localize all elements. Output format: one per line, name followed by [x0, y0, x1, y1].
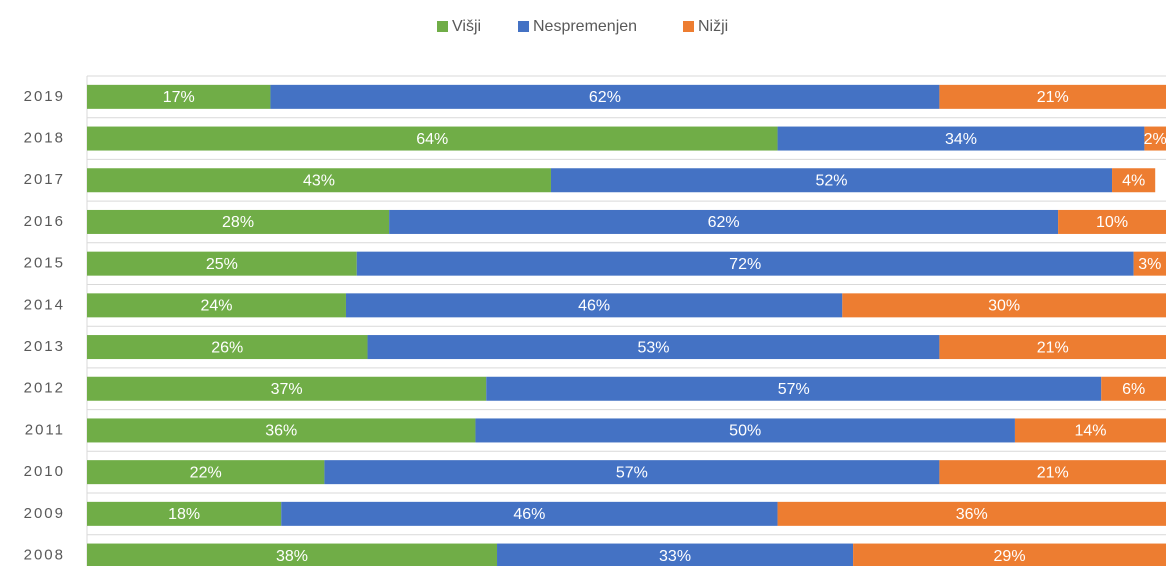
data-label: 3%: [1138, 256, 1161, 273]
bar-segment: [87, 335, 368, 360]
data-label: 34%: [945, 131, 977, 148]
bar-segment: [1101, 376, 1166, 401]
y-tick-label: 2016: [24, 213, 65, 230]
bar-segment: [1014, 418, 1166, 443]
bar-segment: [777, 501, 1166, 526]
data-label: 64%: [416, 131, 448, 148]
bar-segment: [87, 168, 551, 193]
data-label: 72%: [729, 256, 761, 273]
data-label: 33%: [659, 548, 691, 565]
legend-label: Nižji: [698, 18, 728, 35]
data-label: 30%: [988, 298, 1020, 315]
bar-segment: [87, 251, 357, 276]
bar-segment: [939, 335, 1166, 360]
data-label: 21%: [1037, 339, 1069, 356]
data-label: 53%: [637, 339, 669, 356]
bar-segment: [1133, 251, 1166, 276]
data-label: 36%: [265, 423, 297, 440]
data-label: 6%: [1122, 381, 1145, 398]
data-label: 29%: [994, 548, 1026, 565]
data-label: 22%: [190, 464, 222, 481]
bar-segment: [475, 418, 1015, 443]
bar-segment: [842, 293, 1166, 318]
bar-segment: [550, 168, 1113, 193]
legend-label: Nespremenjen: [533, 18, 637, 35]
bar-segment: [853, 543, 1166, 566]
bar-segment: [281, 501, 778, 526]
bar-segment: [324, 460, 940, 485]
bar-segment: [87, 376, 487, 401]
data-label: 26%: [211, 339, 243, 356]
legend-label: Višji: [452, 18, 481, 35]
bar-segment: [87, 84, 271, 109]
data-label: 43%: [303, 172, 335, 189]
y-tick-label: 2012: [24, 380, 65, 397]
bar-segment: [87, 293, 346, 318]
bar-segment: [777, 126, 1145, 151]
y-tick-label: 2008: [24, 547, 65, 564]
data-label: 24%: [200, 298, 232, 315]
y-tick-label: 2010: [24, 463, 65, 480]
bar-segment: [1144, 126, 1166, 151]
y-tick-label: 2014: [24, 296, 65, 313]
bar-segment: [87, 543, 498, 566]
bar-segment: [87, 209, 390, 234]
data-label: 18%: [168, 506, 200, 523]
legend-swatch: [437, 21, 448, 32]
data-label: 46%: [578, 298, 610, 315]
bar-segment: [356, 251, 1134, 276]
bar-segment: [939, 460, 1166, 485]
bar-segment: [1112, 168, 1156, 193]
y-tick-label: 2017: [24, 171, 65, 188]
data-label: 21%: [1037, 89, 1069, 106]
y-tick-label: 2019: [24, 88, 65, 105]
data-label: 38%: [276, 548, 308, 565]
data-label: 46%: [513, 506, 545, 523]
bar-segment: [87, 126, 778, 151]
y-tick-label: 2009: [24, 505, 65, 522]
bar-segment: [87, 501, 282, 526]
bar-segment: [486, 376, 1102, 401]
y-tick-label: 2018: [24, 130, 65, 147]
data-label: 62%: [708, 214, 740, 231]
data-label: 14%: [1074, 423, 1106, 440]
data-label: 4%: [1122, 172, 1145, 189]
data-label: 52%: [815, 172, 847, 189]
bar-segment: [87, 460, 325, 485]
data-label: 36%: [956, 506, 988, 523]
bar-segment: [367, 335, 940, 360]
y-tick-label: 2015: [24, 255, 65, 272]
bar-segment: [389, 209, 1059, 234]
legend-swatch: [683, 21, 694, 32]
data-label: 37%: [271, 381, 303, 398]
bar-segment: [270, 84, 940, 109]
y-tick-label: 2013: [24, 338, 65, 355]
data-label: 2%: [1144, 131, 1167, 148]
data-label: 25%: [206, 256, 238, 273]
data-label: 57%: [778, 381, 810, 398]
data-label: 17%: [163, 89, 195, 106]
data-label: 28%: [222, 214, 254, 231]
data-label: 62%: [589, 89, 621, 106]
bar-segment: [345, 293, 843, 318]
bar-segment: [939, 84, 1166, 109]
y-tick-label: 2011: [25, 421, 65, 438]
legend-swatch: [518, 21, 529, 32]
data-label: 10%: [1096, 214, 1128, 231]
data-label: 50%: [729, 423, 761, 440]
bar-segment: [87, 418, 476, 443]
data-label: 21%: [1037, 464, 1069, 481]
bar-segment: [1058, 209, 1166, 234]
data-label: 57%: [616, 464, 648, 481]
bar-segment: [497, 543, 854, 566]
